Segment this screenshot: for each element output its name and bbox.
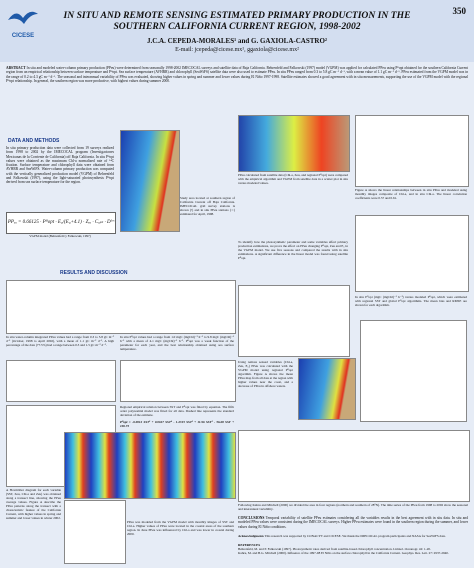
figure-caption: Figure A shows the linear relationships … — [355, 188, 467, 200]
acknowledgments: Acknowledgments This research was suppor… — [238, 534, 468, 538]
ack-heading: Acknowledgments — [238, 534, 264, 538]
authors: J.C.A. CEPEDA-MORALES¹ and G. GAXIOLA-CA… — [147, 37, 327, 45]
logo-text: CICESE — [11, 33, 35, 39]
regression-equation: Pᴮopt = -0.0012 SST⁵ + 0.0617 SST⁴ - 1.2… — [120, 420, 234, 428]
abstract: ABSTRACT In situ and modeled water-colum… — [6, 66, 468, 83]
figure-caption: A Hovmöller diagram for each variable (S… — [6, 488, 61, 520]
abstract-heading: ABSTRACT — [6, 66, 26, 70]
figure-plots — [120, 360, 236, 402]
figure-caption: PPeu was modeled from the VGPM model wit… — [127, 520, 234, 536]
figure-scatter — [355, 215, 469, 292]
figure-scatter — [64, 500, 126, 564]
references-heading: REFERENCES — [238, 543, 261, 547]
figure-caption: In situ Pᴮopt values had a range from 1.… — [120, 335, 234, 351]
equation: PPₑᵤ = 0.66125 · Pᴮopt · E₀/(E₀+4.1) · Z… — [6, 212, 116, 234]
ack-text: This research was supported by CONACYT a… — [264, 534, 446, 538]
figure-map — [120, 130, 180, 232]
references: REFERENCES Behrenfeld, M. and P. Falkowsk… — [238, 543, 468, 555]
figure-caption: Regional empirical relation between SST … — [120, 405, 234, 417]
methods-text: In situ primary production data were col… — [6, 146, 114, 185]
figure-time-series — [238, 430, 470, 502]
title: IN SITU AND REMOTE SENSING ESTIMATED PRI… — [63, 10, 411, 32]
figure-plots — [360, 320, 467, 422]
figure-plots — [238, 285, 350, 357]
figure-plots — [6, 280, 236, 334]
figure-caption: In situ Pᴮopt (mgC (mgChl)⁻¹ h⁻¹) versus… — [355, 295, 467, 307]
abstract-text: In situ and modeled water-column primary… — [6, 66, 468, 83]
conclusions-heading: CONCLUSIONS — [238, 516, 265, 520]
figure-plots — [6, 360, 116, 402]
email: E-mail: jcepeda@cicese.mx¹, ggaxiola@cic… — [175, 47, 299, 53]
figure-map — [238, 115, 350, 172]
reference: Kahru, M. and B.G. Mitchell (2000). Infl… — [238, 551, 449, 555]
figure-caption: In situ water-column integrated PPeu val… — [6, 335, 114, 347]
logo-bird — [8, 11, 38, 24]
figure-scatter — [355, 115, 469, 187]
reference: Behrenfeld, M. and P. Falkowski (1997). … — [238, 547, 431, 551]
conclusions: CONCLUSIONS Temporal variability of sate… — [238, 516, 468, 529]
figure-map — [298, 358, 356, 420]
figure-caption: PPeu calculated from satellite data (Chl… — [238, 173, 348, 185]
page-number: 350 — [452, 6, 467, 16]
section-heading: DATA AND METHODS — [8, 138, 60, 144]
equation-caption: VGPM model (Behrenfeld y Falkowski, 1997… — [29, 234, 91, 238]
logo: CICESE — [6, 6, 40, 39]
figure-caption: Using remote sensed variables (Chl-a, Ze… — [238, 360, 293, 388]
header-band — [0, 0, 474, 62]
figure-caption: Following Kahru and Mitchell (2000) we d… — [238, 503, 468, 511]
figure-hovmoller — [64, 432, 236, 499]
conclusions-text: Temporal variability of satellite PPeu e… — [238, 516, 468, 529]
section-heading: RESULTS AND DISCUSSION — [60, 270, 128, 276]
figure-caption: To identify how the photosynthetic param… — [238, 240, 348, 260]
figure-caption: Study area located at southern region of… — [180, 196, 235, 216]
